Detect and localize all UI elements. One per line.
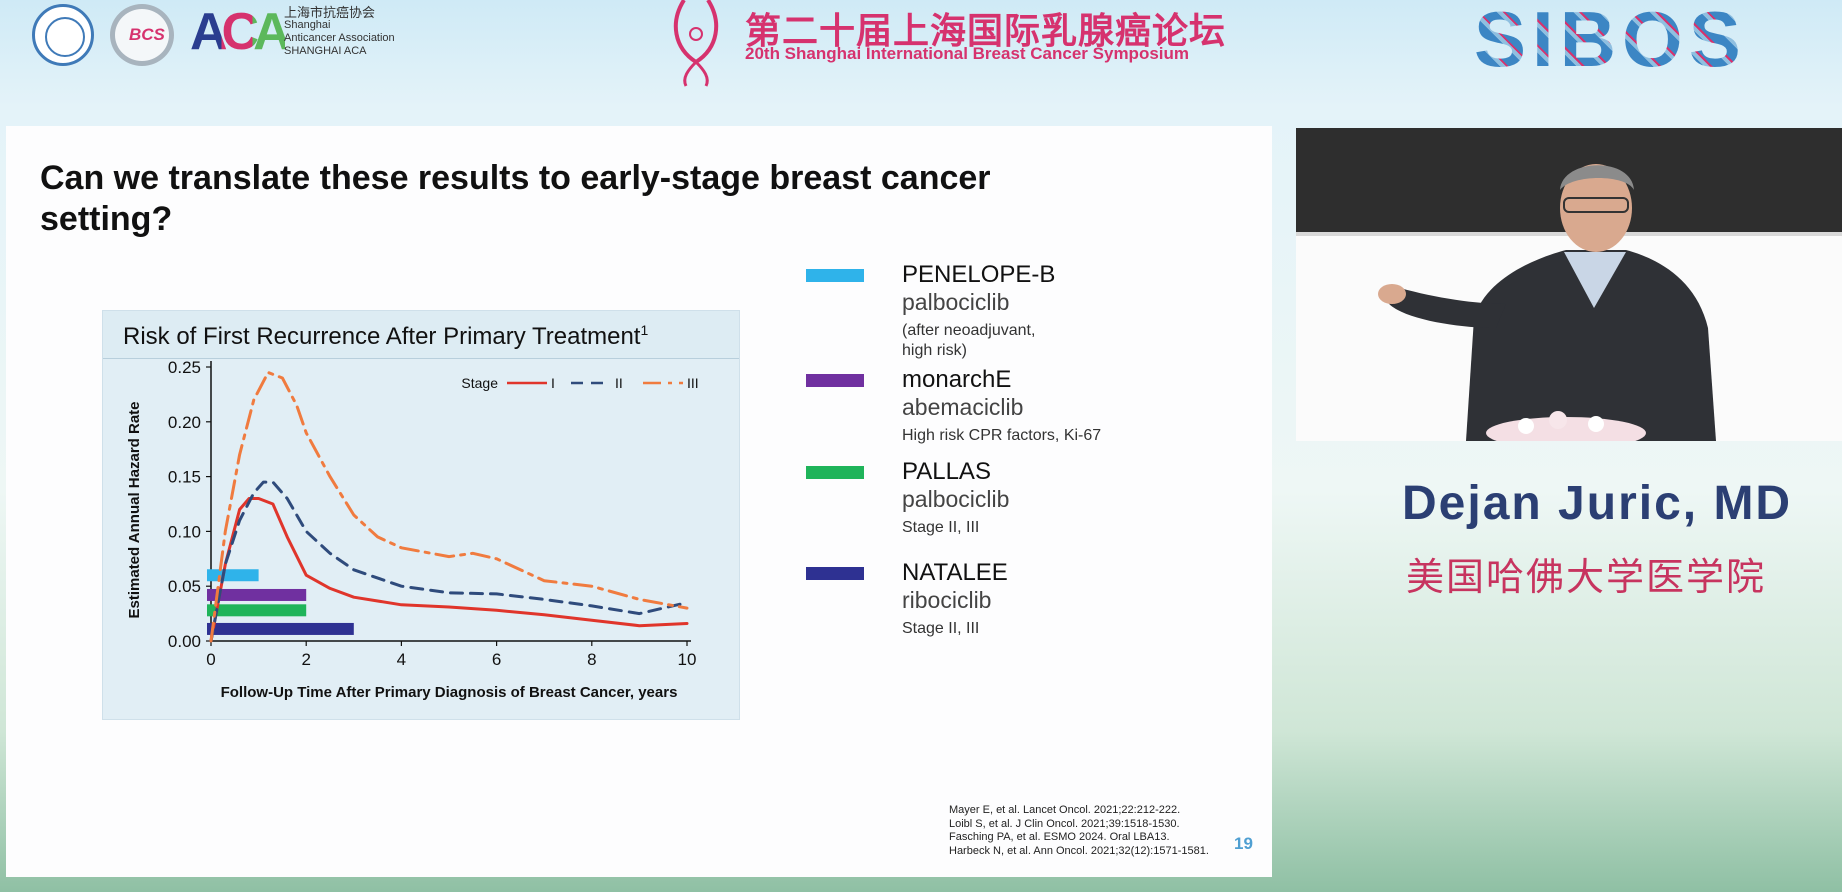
chart-title: Risk of First Recurrence After Primary T… — [123, 322, 648, 351]
trial-name: PALLAS — [902, 458, 991, 485]
ribbon-logo-icon — [674, 0, 718, 87]
aca-logo: ACA — [190, 6, 291, 58]
trial-color-swatch — [806, 466, 864, 479]
series-line-stage-ii — [209, 480, 689, 643]
trial-note: High risk CPR factors, Ki-67 — [902, 427, 1102, 444]
series-line-stage-i — [209, 497, 689, 643]
trial-note: (after neoadjuvant, high risk) — [902, 322, 1036, 359]
reference-4: Harbeck N, et al. Ann Oncol. 2021;32(12)… — [949, 844, 1209, 857]
x-tick-label: 10 — [678, 650, 697, 669]
x-tick-label: 4 — [397, 650, 406, 669]
y-tick-label: 0.25 — [168, 358, 201, 377]
page-number: 19 — [1234, 834, 1253, 853]
trial-duration-bar — [207, 622, 354, 635]
trial-note: Stage II, III — [902, 519, 980, 536]
bcs-logo: BCS — [110, 4, 174, 66]
chart-title-bar — [103, 311, 739, 359]
x-tick-label: 8 — [587, 650, 596, 669]
speaker-institution: 美国哈佛大学医学院 — [1406, 557, 1767, 599]
trial-color-swatch — [806, 567, 864, 580]
y-tick-label: 0.10 — [168, 522, 201, 541]
y-tick-label: 0.00 — [168, 632, 201, 651]
presentation-slide: Can we translate these results to early-… — [6, 126, 1272, 877]
legend-label: I — [551, 375, 555, 391]
society-seal-logo — [32, 4, 94, 66]
org-name-cn: 上海市抗癌协会 — [284, 5, 376, 20]
chart-title-text: Risk of First Recurrence After Primary T… — [123, 323, 641, 350]
reference-1: Mayer E, et al. Lancet Oncol. 2021;22:21… — [949, 804, 1181, 816]
org-name-en-2: Anticancer Association — [284, 32, 395, 44]
org-name-en-1: Shanghai — [284, 19, 331, 31]
y-tick-label: 0.15 — [168, 468, 201, 487]
symposium-title-cn: 第二十届上海国际乳腺癌论坛 — [745, 10, 1227, 51]
chart-title-superscript: 1 — [640, 322, 649, 338]
series-line-stage-iii — [209, 371, 689, 643]
y-axis-label: Estimated Annual Hazard Rate — [126, 402, 143, 619]
reference-3: Fasching PA, et al. ESMO 2024. Oral LBA1… — [949, 831, 1170, 843]
x-tick-label: 2 — [301, 650, 310, 669]
trial-duration-bar — [207, 569, 259, 582]
event-banner: BCS ACA 上海市抗癌协会 Shanghai Anticancer Asso… — [0, 0, 1842, 122]
chart-plot: 0.00 0.05 0.10 0.15 0.20 0.25 0 2 4 6 8 10Follow-Up… — [126, 358, 699, 701]
legend-title: Stage — [461, 375, 498, 391]
reference-2: Loibl S, et al. J Clin Oncol. 2021;39:15… — [949, 817, 1180, 830]
x-tick-label: 6 — [492, 650, 501, 669]
symposium-title-en: 20th Shanghai International Breast Cance… — [745, 44, 1190, 63]
trial-drug: abemaciclib — [902, 394, 1024, 420]
bcs-logo-text: BCS — [129, 25, 165, 44]
trial-drug: palbociclib — [902, 289, 1010, 315]
speaker-name: Dejan Juric, MD — [1402, 477, 1793, 530]
y-tick-label: 0.05 — [168, 577, 201, 596]
org-name-en-3: SHANGHAI ACA — [284, 45, 367, 57]
trial-name: NATALEE — [902, 559, 1008, 586]
trial-duration-bar — [207, 588, 307, 601]
aca-logo-text: ACA — [190, 3, 291, 61]
trial-duration-bar — [207, 604, 307, 617]
legend-label: II — [615, 375, 623, 391]
x-tick-label: 0 — [206, 650, 215, 669]
trial-color-swatch — [806, 374, 864, 387]
slide-title: Can we translate these results to early-… — [40, 159, 991, 238]
x-axis-label: Follow-Up Time After Primary Diagnosis o… — [221, 684, 678, 701]
trial-name: PENELOPE-B — [902, 261, 1056, 288]
trial-drug: palbociclib — [902, 486, 1010, 512]
trial-note: Stage II, III — [902, 620, 980, 637]
trial-color-swatch — [806, 269, 864, 282]
hazard-rate-chart: Risk of First Recurrence After Primary T… — [102, 310, 740, 720]
speaker-figure-icon — [1378, 164, 1716, 441]
sibos-logo: SIBOS — [1474, 0, 1747, 83]
trial-drug: ribociclib — [902, 587, 992, 613]
aca-org-text: 上海市抗癌协会 Shanghai Anticancer Association … — [284, 6, 395, 58]
references: Mayer E, et al. Lancet Oncol. 2021;22:21… — [949, 804, 1209, 858]
speaker-video — [1296, 128, 1842, 441]
trial-name: monarchE — [902, 366, 1012, 393]
y-tick-label: 0.20 — [168, 413, 201, 432]
legend-label: III — [687, 375, 699, 391]
